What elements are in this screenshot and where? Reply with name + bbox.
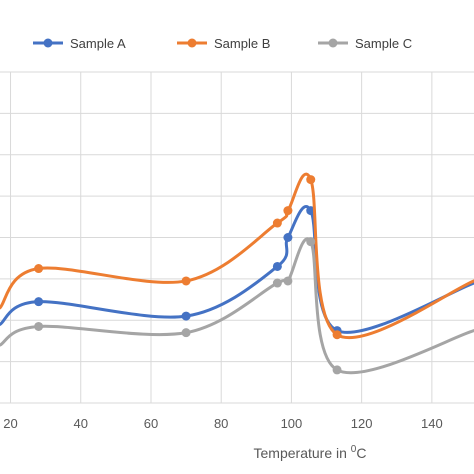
x-tick-label-120: 120 — [351, 416, 373, 431]
data-point-sample-a-3 — [283, 233, 293, 242]
series-sample-b — [0, 172, 474, 340]
data-point-sample-a-1 — [181, 311, 191, 321]
x-tick-labels: 20 40 60 80 100 120 140 — [3, 416, 442, 431]
data-point-sample-c-1 — [181, 328, 191, 338]
grid-layer — [0, 71, 474, 404]
x-tick-label-80: 80 — [214, 416, 228, 431]
legend-label-sample-a: Sample A — [70, 36, 126, 51]
legend-marker-sample-c — [328, 38, 338, 48]
x-axis-title-text: Temperature in — [254, 445, 347, 461]
x-tick-label-60: 60 — [144, 416, 158, 431]
legend-item-sample-a: Sample A — [33, 36, 126, 51]
legend-marker-sample-b — [187, 38, 197, 48]
data-point-sample-c-5 — [332, 365, 342, 375]
legend-label-sample-c: Sample C — [355, 36, 412, 51]
x-axis-title: Temperature in 0C — [254, 444, 367, 461]
x-tick-label-40: 40 — [74, 416, 88, 431]
data-point-sample-c-4 — [306, 237, 316, 247]
series-line-sample-b — [0, 172, 474, 339]
data-point-sample-b-1 — [181, 276, 191, 286]
x-tick-label-100: 100 — [281, 416, 303, 431]
legend-label-sample-b: Sample B — [214, 36, 270, 51]
legend-item-sample-c: Sample C — [318, 36, 412, 51]
data-point-sample-c-3 — [283, 276, 293, 286]
x-tick-label-140: 140 — [421, 416, 443, 431]
data-point-sample-a-2 — [272, 261, 282, 271]
x-axis-title-unit: C — [356, 445, 366, 461]
x-axis-title-superscript: 0 — [351, 444, 357, 455]
data-point-sample-a-0 — [34, 297, 44, 307]
legend-marker-sample-a — [43, 38, 53, 48]
legend: Sample A Sample B Sample C — [33, 36, 412, 51]
data-point-sample-b-4 — [306, 175, 316, 185]
data-point-sample-b-5 — [332, 330, 342, 340]
data-point-sample-b-0 — [34, 264, 44, 274]
series-sample-c — [0, 237, 474, 375]
data-point-sample-b-3 — [283, 206, 293, 216]
data-point-sample-b-2 — [272, 218, 282, 228]
data-point-sample-c-2 — [272, 278, 282, 288]
series-layer — [0, 172, 474, 375]
x-tick-label-20: 20 — [3, 416, 17, 431]
legend-item-sample-b: Sample B — [177, 36, 270, 51]
data-point-sample-c-0 — [34, 321, 44, 331]
